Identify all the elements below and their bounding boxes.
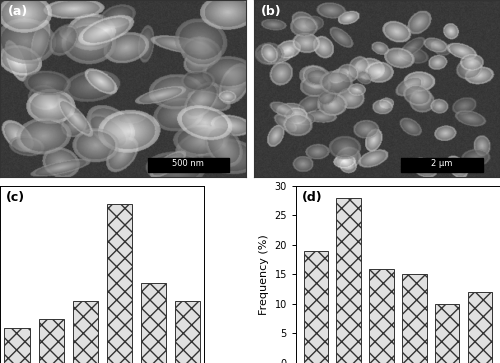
Bar	[148, 158, 229, 172]
Bar	[336, 198, 360, 363]
Y-axis label: Frequency (%): Frequency (%)	[259, 234, 269, 315]
Bar	[402, 158, 483, 172]
Bar	[140, 283, 166, 363]
Bar	[72, 301, 98, 363]
Bar	[4, 327, 29, 363]
Bar	[304, 251, 328, 363]
Bar	[435, 304, 460, 363]
Bar	[402, 274, 426, 363]
Text: 2 μm: 2 μm	[432, 159, 453, 168]
Text: 500 nm: 500 nm	[172, 159, 204, 168]
Bar	[370, 269, 394, 363]
Text: (d): (d)	[302, 191, 322, 204]
Text: (b): (b)	[261, 5, 281, 18]
Bar	[468, 292, 492, 363]
Bar	[174, 301, 200, 363]
Bar	[106, 204, 132, 363]
Text: (a): (a)	[8, 5, 28, 18]
Text: (c): (c)	[6, 191, 25, 204]
Bar	[38, 319, 64, 363]
